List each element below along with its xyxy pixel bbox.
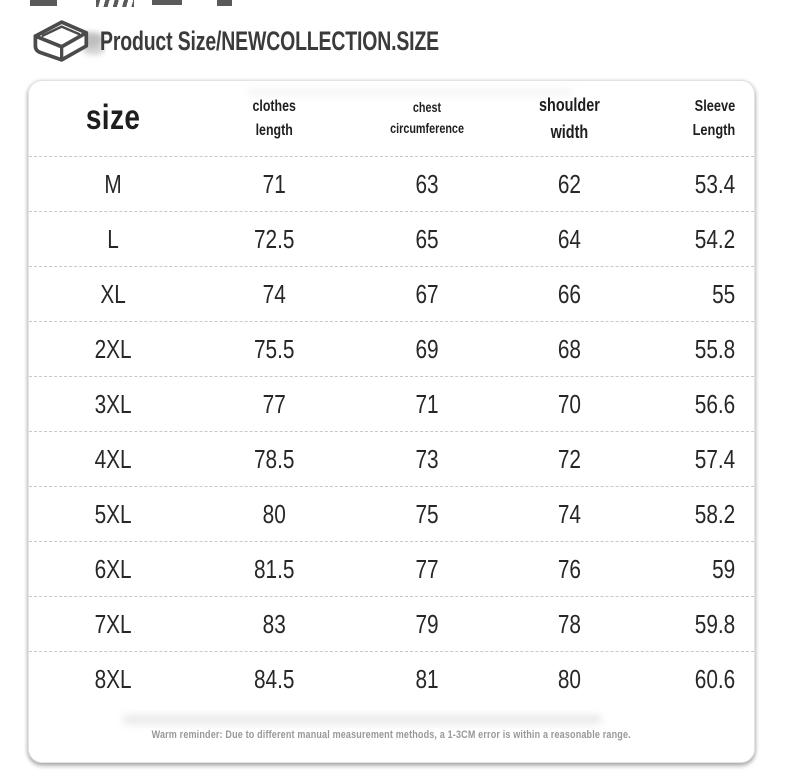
column-header-sleeve_length: Sleeve Length — [692, 97, 735, 139]
cell-size: 6XL — [94, 553, 132, 584]
cell-chest_circumference: 69 — [415, 333, 439, 364]
table-row: 4XL 78.5 73 72 57.4 — [29, 432, 754, 487]
cell-size: M — [104, 168, 122, 199]
cell-shoulder_width: 64 — [557, 223, 581, 254]
cell-clothes_length: 75.5 — [254, 333, 295, 364]
cell-clothes_length: 84.5 — [254, 664, 295, 694]
section-header: Product Size/NEWCOLLECTION.SIZE — [28, 12, 571, 70]
cell-sleeve_length: 55 — [711, 278, 735, 309]
cell-clothes_length: 74 — [262, 278, 286, 309]
cell-size: 2XL — [94, 333, 132, 364]
cropped-glyph-fragment — [217, 0, 232, 6]
cell-sleeve_length: 60.6 — [694, 664, 735, 694]
cell-shoulder_width: 66 — [557, 278, 581, 309]
cropped-glyph-fragment — [30, 0, 57, 6]
table-row: 2XL 75.5 69 68 55.8 — [29, 322, 754, 377]
cell-chest_circumference: 63 — [415, 168, 439, 199]
table-row: M 71 63 62 53.4 — [29, 157, 754, 212]
cell-sleeve_length: 53.4 — [694, 168, 735, 199]
cell-size: 5XL — [94, 498, 132, 529]
cell-chest_circumference: 75 — [415, 498, 439, 529]
cell-clothes_length: 72.5 — [254, 223, 295, 254]
cropped-glyph-fragment — [96, 0, 134, 7]
cell-size: XL — [100, 278, 126, 309]
cell-sleeve_length: 59 — [711, 553, 735, 584]
table-row: L 72.5 65 64 54.2 — [29, 212, 754, 267]
column-header-size: size — [85, 98, 141, 138]
cropped-glyph-fragment — [152, 0, 182, 5]
size-table-header: size clothes length chest circumference sho… — [29, 81, 754, 157]
book-cover-inner-line — [41, 25, 81, 37]
cell-chest_circumference: 67 — [415, 278, 439, 309]
cell-shoulder_width: 62 — [557, 168, 581, 199]
cell-sleeve_length: 57.4 — [694, 443, 735, 474]
card-footer: Warm reminder: Due to different manual m… — [29, 707, 754, 762]
cell-chest_circumference: 81 — [415, 664, 439, 694]
cell-sleeve_length: 58.2 — [694, 498, 735, 529]
table-row: 8XL 84.5 81 80 60.6 — [29, 652, 754, 707]
cell-size: 8XL — [94, 664, 132, 694]
cell-sleeve_length: 54.2 — [694, 223, 735, 254]
cell-shoulder_width: 78 — [557, 608, 581, 639]
cell-chest_circumference: 71 — [415, 388, 439, 419]
cell-sleeve_length: 59.8 — [694, 608, 735, 639]
cell-chest_circumference: 77 — [415, 553, 439, 584]
cell-size: 4XL — [94, 443, 132, 474]
cell-clothes_length: 77 — [262, 388, 286, 419]
cell-sleeve_length: 56.6 — [694, 388, 735, 419]
cell-shoulder_width: 80 — [557, 664, 581, 694]
section-title: Product Size/NEWCOLLECTION.SIZE — [100, 25, 439, 56]
cell-shoulder_width: 68 — [557, 333, 581, 364]
cell-clothes_length: 80 — [262, 498, 286, 529]
size-table-body: M 71 63 62 53.4 L 72.5 65 64 54.2 XL 74 67 66 55 2XL 75.… — [29, 157, 754, 707]
cell-clothes_length: 83 — [262, 608, 286, 639]
table-row: XL 74 67 66 55 — [29, 267, 754, 322]
cell-clothes_length: 78.5 — [254, 443, 295, 474]
table-row: 7XL 83 79 78 59.8 — [29, 597, 754, 652]
cell-chest_circumference: 79 — [415, 608, 439, 639]
cell-size: 3XL — [94, 388, 132, 419]
cell-size: 7XL — [94, 608, 132, 639]
table-row: 6XL 81.5 77 76 59 — [29, 542, 754, 597]
cell-size: L — [107, 223, 119, 254]
cropped-text-fragments — [0, 0, 790, 8]
cell-chest_circumference: 73 — [415, 443, 439, 474]
cell-shoulder_width: 72 — [557, 443, 581, 474]
table-row: 3XL 77 71 70 56.6 — [29, 377, 754, 432]
cell-shoulder_width: 76 — [557, 553, 581, 584]
cell-shoulder_width: 70 — [557, 388, 581, 419]
cell-sleeve_length: 55.8 — [694, 333, 735, 364]
cell-clothes_length: 71 — [262, 168, 286, 199]
book-icon — [33, 20, 106, 62]
column-header-clothes_length: clothes length — [252, 98, 297, 139]
cell-chest_circumference: 65 — [415, 223, 439, 254]
column-header-chest_circumference: chest circumference — [389, 100, 464, 136]
table-row: 5XL 80 75 74 58.2 — [29, 487, 754, 542]
size-chart-card: size clothes length chest circumference sho… — [28, 80, 755, 763]
column-header-shoulder_width: shoulder width — [538, 94, 600, 142]
cell-clothes_length: 81.5 — [254, 553, 295, 584]
reminder-text: Warm reminder: Due to different manual m… — [151, 729, 632, 741]
cell-shoulder_width: 74 — [557, 498, 581, 529]
book-cover — [33, 20, 89, 49]
